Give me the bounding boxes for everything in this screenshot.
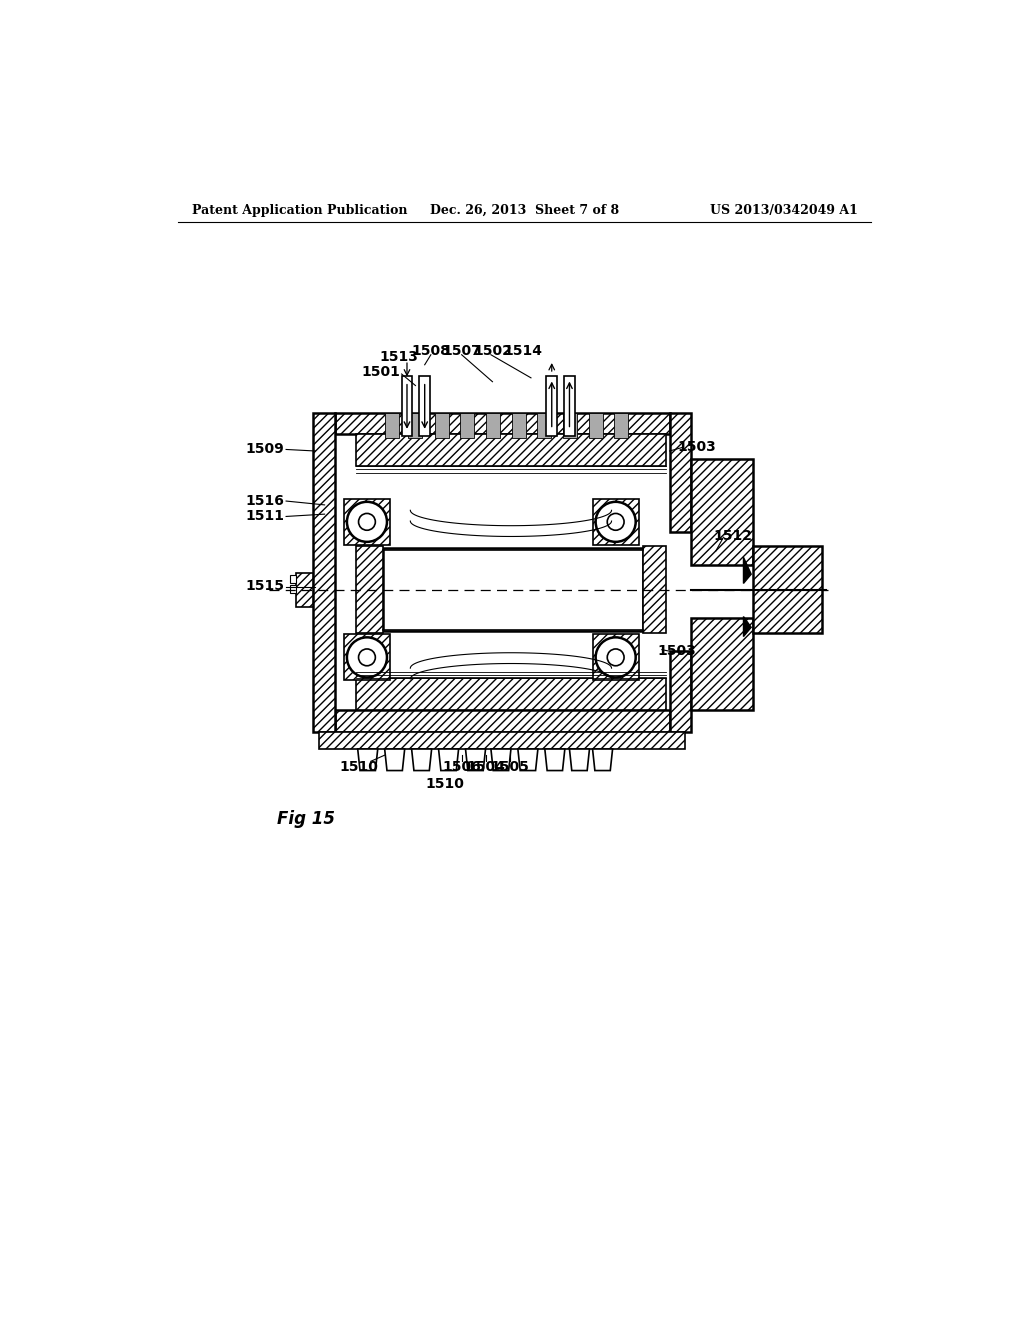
Circle shape [347, 638, 387, 677]
Polygon shape [438, 748, 459, 771]
Circle shape [596, 638, 636, 677]
Circle shape [358, 513, 376, 531]
Circle shape [607, 513, 624, 531]
Bar [313, 412, 335, 733]
Text: Patent Application Publication: Patent Application Publication [193, 205, 408, 218]
Circle shape [347, 502, 387, 543]
Bar [614, 413, 628, 438]
Text: 1507: 1507 [442, 345, 481, 358]
Bar [691, 618, 753, 710]
Text: 1503: 1503 [657, 644, 696, 659]
Text: Fig 15: Fig 15 [276, 810, 335, 828]
Polygon shape [593, 748, 612, 771]
Bar [512, 413, 525, 438]
Circle shape [596, 502, 636, 543]
Bar [344, 499, 390, 545]
Bar [460, 413, 474, 438]
Bar [290, 585, 296, 593]
Text: US 2013/0342049 A1: US 2013/0342049 A1 [711, 205, 858, 218]
Bar [408, 413, 422, 438]
Text: 1511: 1511 [246, 510, 285, 524]
Bar [383, 548, 643, 631]
Bar [593, 499, 639, 545]
Text: 1516: 1516 [246, 494, 285, 508]
Circle shape [358, 649, 376, 665]
Bar [670, 412, 691, 532]
Text: 1509: 1509 [246, 442, 285, 457]
Bar [435, 413, 449, 438]
Text: 1512: 1512 [713, 529, 753, 543]
Bar [593, 635, 639, 681]
Polygon shape [385, 748, 404, 771]
Bar [319, 733, 685, 748]
Text: Dec. 26, 2013  Sheet 7 of 8: Dec. 26, 2013 Sheet 7 of 8 [430, 205, 620, 218]
Text: 1503: 1503 [677, 440, 716, 454]
Text: 1513: 1513 [379, 350, 418, 364]
Bar [486, 413, 500, 438]
Polygon shape [412, 748, 432, 771]
Polygon shape [743, 557, 752, 583]
Bar [547, 376, 557, 436]
Bar [356, 678, 666, 710]
Bar [419, 376, 430, 436]
Text: 1510: 1510 [425, 776, 464, 791]
Polygon shape [490, 748, 511, 771]
Bar [356, 434, 666, 466]
Bar [670, 651, 691, 733]
Bar [344, 635, 390, 681]
Text: 1505: 1505 [490, 760, 529, 774]
Bar [356, 546, 383, 632]
Polygon shape [357, 748, 378, 771]
Polygon shape [569, 748, 590, 771]
Bar [691, 459, 753, 565]
Bar [563, 413, 578, 438]
Bar [335, 412, 670, 434]
Polygon shape [545, 748, 565, 771]
Text: 1504: 1504 [467, 760, 506, 774]
Bar [401, 376, 413, 436]
Bar [564, 376, 574, 436]
Polygon shape [743, 616, 752, 636]
Bar [538, 413, 551, 438]
Text: 1506: 1506 [442, 760, 481, 774]
Bar [643, 546, 666, 632]
Bar [296, 573, 313, 607]
Circle shape [607, 649, 624, 665]
Polygon shape [518, 748, 538, 771]
Bar [589, 413, 602, 438]
Polygon shape [466, 748, 485, 771]
Text: 1508: 1508 [412, 345, 451, 358]
Bar [335, 710, 670, 733]
Text: 1510: 1510 [340, 760, 379, 774]
Text: 1515: 1515 [246, 578, 285, 593]
Bar [385, 413, 398, 438]
Text: 1514: 1514 [504, 345, 543, 358]
Bar [290, 576, 296, 582]
Text: 1502: 1502 [473, 345, 512, 358]
Bar [753, 545, 822, 634]
Text: 1501: 1501 [361, 366, 400, 379]
